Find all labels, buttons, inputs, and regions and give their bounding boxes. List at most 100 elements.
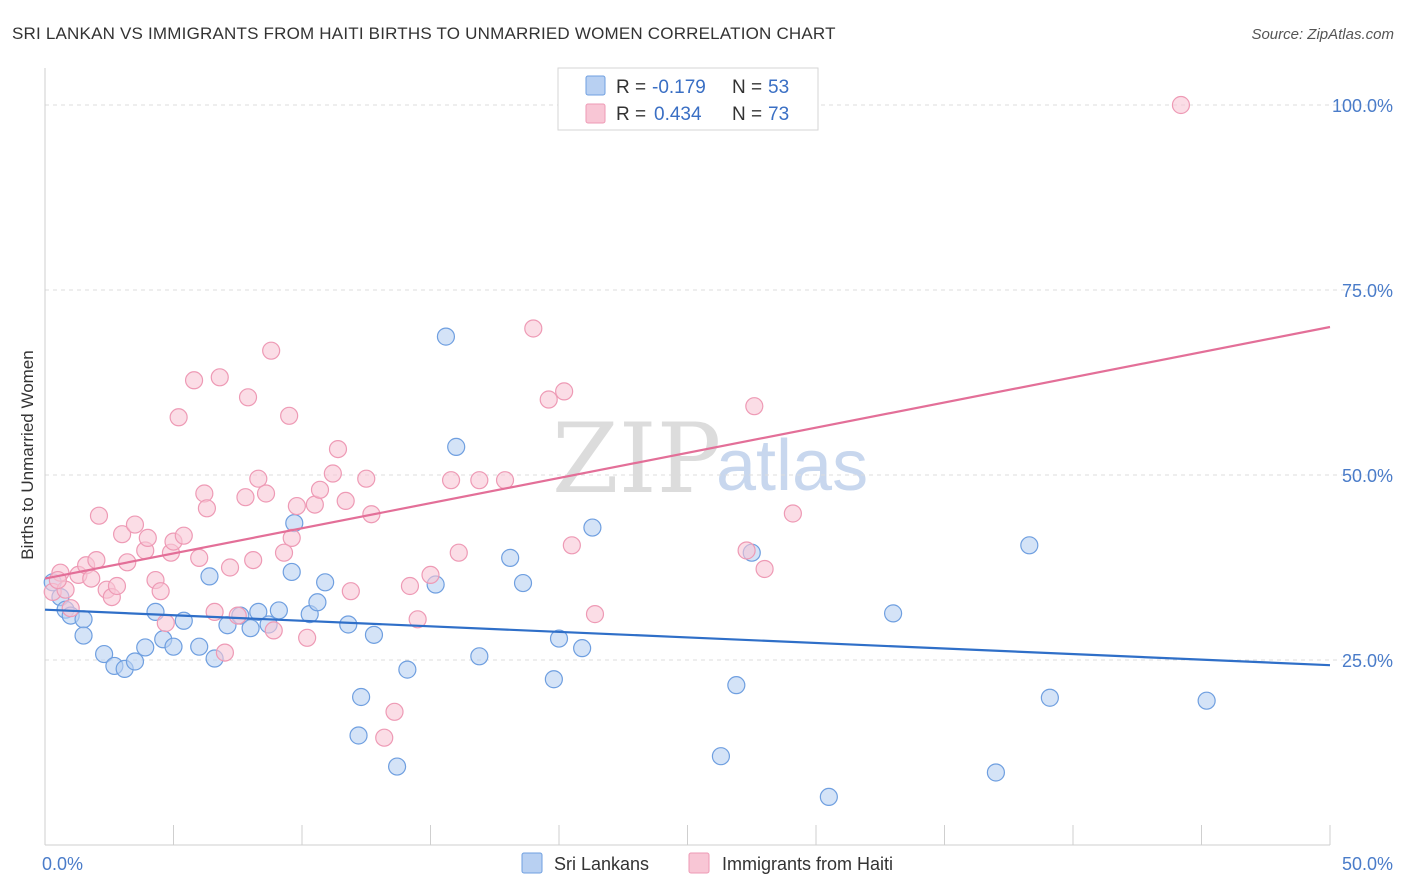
haiti-point (328, 440, 348, 459)
sri-lankans-point (513, 573, 533, 593)
legend-r-value-2: 0.434 (654, 104, 702, 125)
sri-lankans-point (387, 757, 407, 776)
haiti-point (220, 558, 240, 577)
sri-lankans-trend-line (44, 608, 1331, 667)
sri-lankans-point (544, 670, 563, 689)
haiti-point (470, 471, 489, 490)
sri-lankans-point (308, 593, 327, 612)
sri-lankans-point (164, 637, 183, 656)
legend-n-value-2: 73 (768, 104, 789, 125)
sri-lankans-point (249, 602, 268, 622)
haiti-point (195, 484, 214, 503)
haiti-point (107, 576, 127, 596)
series-legend-label-haiti: Immigrants from Haiti (722, 854, 893, 874)
x-tick-label: 0.0% (42, 854, 83, 874)
haiti-point (408, 610, 427, 629)
sri-lankans-point (146, 602, 165, 622)
haiti-point (184, 371, 204, 390)
sri-lankans-point (470, 647, 489, 666)
haiti-point (341, 582, 360, 601)
watermark: ZIP atlas (552, 403, 868, 515)
legend-swatch-sri-lankans (585, 75, 606, 96)
haiti-point (244, 550, 263, 570)
haiti-point (562, 536, 581, 555)
haiti-point (61, 599, 80, 618)
sri-lankans-point (447, 437, 466, 456)
sri-lankans-point (573, 639, 592, 658)
haiti-point (421, 565, 440, 585)
haiti-point (524, 319, 543, 338)
haiti-point (555, 382, 574, 401)
haiti-point (400, 576, 420, 596)
sri-lankans-point (398, 660, 417, 679)
haiti-point (138, 528, 157, 548)
scatter-points (43, 95, 1216, 807)
haiti-point (190, 548, 209, 567)
haiti-point (287, 496, 306, 516)
sri-lankans-point (316, 573, 335, 592)
haiti-point (249, 469, 268, 488)
series-legend-label-sri-lankans: Sri Lankans (554, 854, 649, 874)
sri-lankans-point (241, 619, 260, 638)
y-tick-labels: 25.0% 50.0% 75.0% 100.0% (1332, 96, 1393, 671)
haiti-point (274, 543, 294, 562)
haiti-point (539, 390, 558, 409)
haiti-point (745, 397, 764, 416)
trend-lines (44, 325, 1331, 667)
sri-lankans-point (436, 327, 456, 346)
haiti-point (256, 484, 276, 503)
series-legend-swatch-haiti (688, 852, 710, 874)
haiti-point (323, 464, 342, 483)
haiti-point (125, 515, 145, 534)
sri-lankans-point (583, 518, 602, 537)
sri-lankans-point (819, 787, 838, 807)
haiti-point (197, 499, 217, 518)
haiti-point (264, 621, 283, 640)
haiti-point (375, 728, 394, 747)
haiti-point (298, 628, 317, 647)
haiti-point (169, 408, 188, 427)
sri-lankans-point (883, 604, 903, 623)
haiti-point (156, 613, 175, 633)
sri-lankans-point (269, 601, 288, 620)
watermark-zip-text: ZIP (552, 403, 721, 515)
x-tick-label: 50.0% (1342, 854, 1393, 874)
haiti-point (737, 541, 756, 560)
haiti-point (357, 469, 376, 488)
legend-r-label-2: R = (616, 104, 646, 125)
legend-r-label-1: R = (616, 77, 646, 98)
grid-lines (45, 104, 1392, 661)
haiti-point (310, 480, 330, 499)
sri-lankans-point (1197, 691, 1216, 710)
chart-source: Source: ZipAtlas.com (1251, 26, 1394, 43)
haiti-point (89, 506, 109, 525)
sri-lankans-point (282, 562, 301, 582)
haiti-point (236, 488, 255, 507)
series-legend-swatch-sri-lankans (521, 852, 543, 874)
x-tick-labels: 0.0% 50.0% (42, 854, 1393, 874)
haiti-point (449, 543, 468, 562)
sri-lankans-point (352, 687, 371, 707)
y-tick-label: 25.0% (1342, 651, 1393, 671)
y-tick-label: 50.0% (1342, 466, 1393, 486)
sri-lankans-point (74, 626, 93, 645)
haiti-point (228, 606, 247, 625)
y-tick-label: 100.0% (1332, 96, 1393, 116)
axes (44, 68, 1331, 846)
haiti-point (336, 491, 355, 510)
sri-lankans-point (125, 652, 145, 671)
sri-lankans-point (136, 638, 155, 657)
legend-n-label-1: N = (732, 77, 762, 98)
haiti-point (280, 406, 299, 425)
legend-swatch-haiti (585, 103, 606, 124)
sri-lankans-point (549, 629, 569, 648)
sri-lankans-point (501, 548, 520, 567)
legend-r-value-1: -0.179 (652, 77, 706, 98)
haiti-point (1171, 95, 1191, 115)
haiti-point (495, 471, 515, 490)
sri-lankans-point (190, 637, 209, 656)
legend-n-value-1: 53 (768, 77, 789, 98)
sri-lankans-point (1020, 536, 1039, 555)
haiti-point (112, 525, 132, 544)
